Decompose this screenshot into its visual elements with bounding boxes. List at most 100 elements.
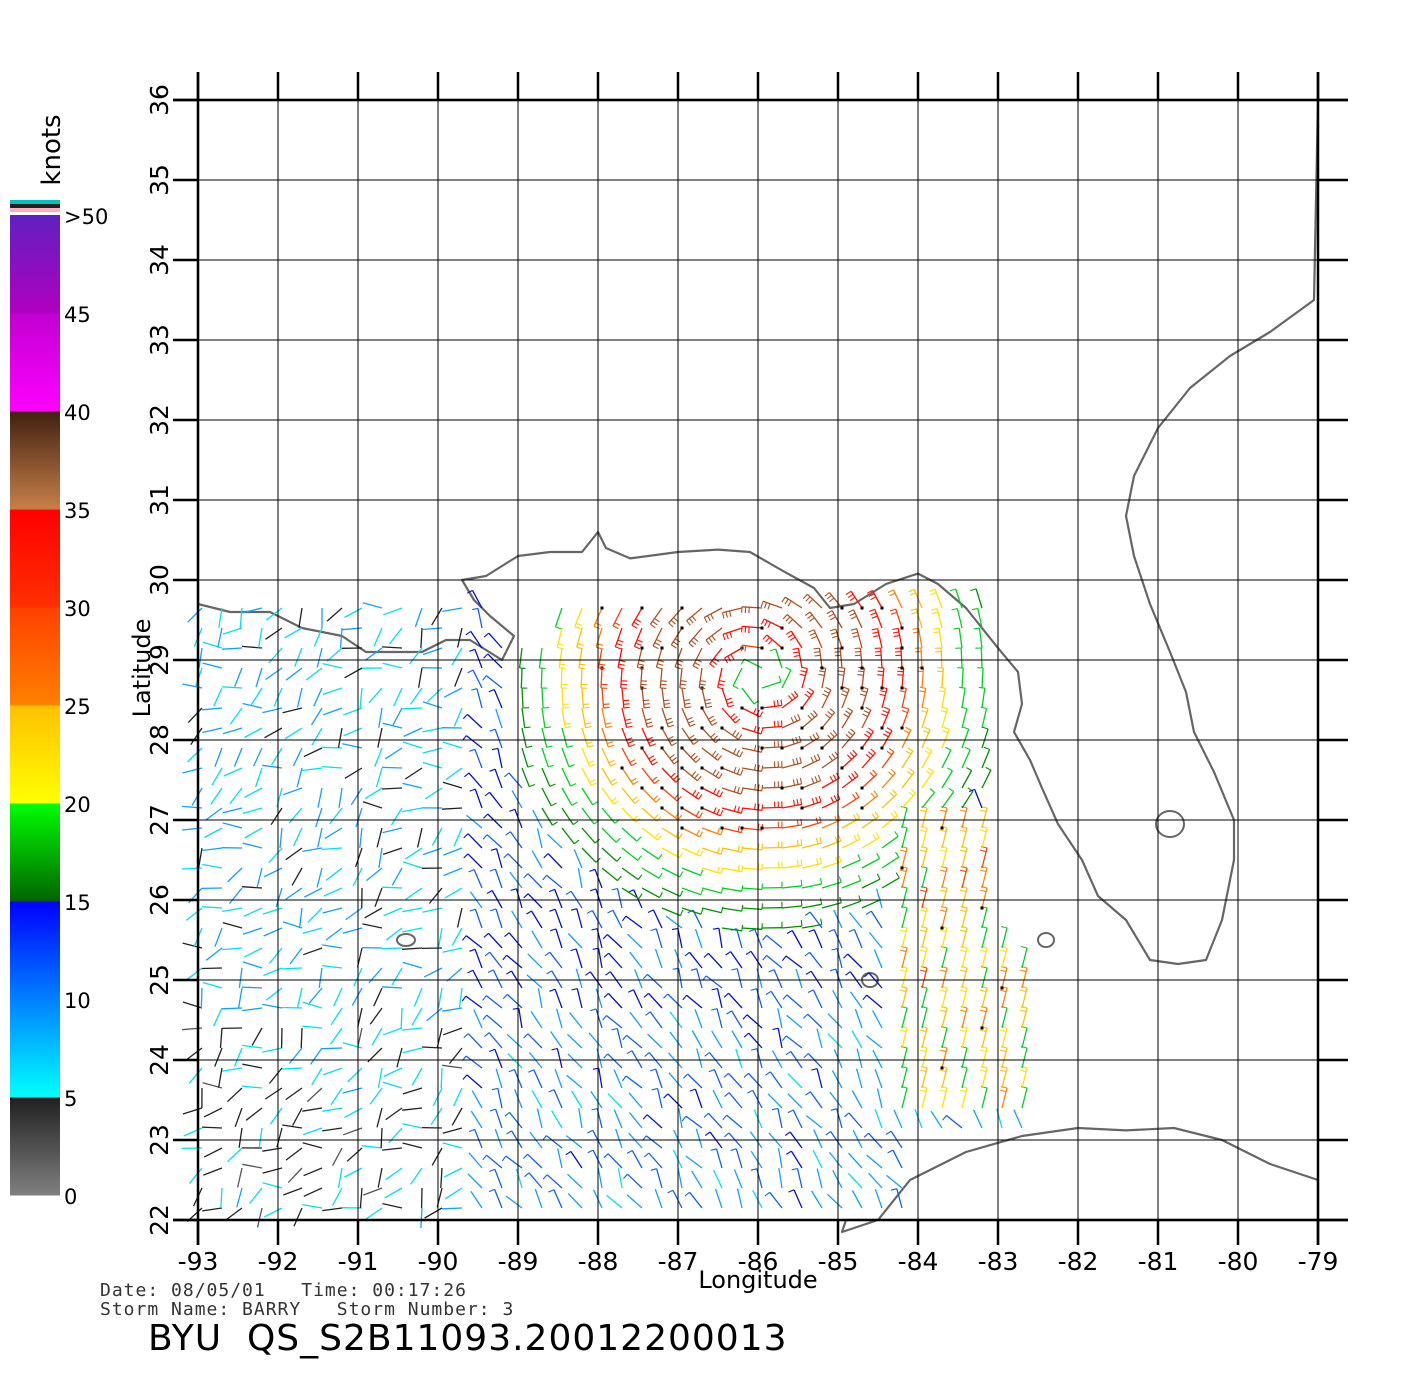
barb-feather [845,710,851,715]
barb-feather [636,639,643,643]
wind-barb [561,747,570,768]
barb-feather [544,951,551,957]
wind-barb [941,729,950,749]
rain-flag [780,746,784,750]
barb-feather [754,803,756,810]
wind-barb [440,1067,443,1089]
wind-barb [941,770,953,789]
barb-feather [523,1153,528,1159]
barb-feather [549,988,556,992]
barb-feather [548,764,555,768]
legend-tick-label: >50 [64,205,108,229]
barb-feather [667,1189,674,1194]
wind-barb [411,1007,423,1026]
wind-barb [302,947,323,956]
barb-feather [919,849,927,853]
barb-feather [853,814,857,821]
barb-feather [979,869,987,873]
barb-feather [638,893,643,900]
barb-feather [899,969,907,973]
wind-barb [641,787,657,803]
barb-feather [598,667,605,670]
wind-barb [541,687,544,709]
barb-feather [667,721,674,725]
wind-barb [382,722,403,729]
barb-feather [732,748,737,754]
barb-feather [577,643,584,646]
barb-feather [825,713,831,719]
wind-barb [242,807,263,815]
wind-barb [811,1190,823,1209]
barb-feather [685,706,692,709]
barb-feather [684,951,690,957]
barb-feather [548,1089,555,1093]
barb-feather [817,774,822,781]
barb-feather [921,710,928,713]
wind-barb [262,764,283,769]
wind-barb [861,709,872,729]
barb-feather [605,971,611,976]
barb-feather [982,726,989,730]
wind-barb [472,669,483,689]
wind-barb [222,907,243,913]
wind-barb [721,727,739,740]
barb-feather [893,810,898,816]
barb-feather [638,659,645,663]
wind-barb [321,1047,343,1050]
wind-barb [330,1087,343,1106]
wind-barb [382,607,403,616]
barb-feather [790,716,795,723]
rain-flag [660,726,664,730]
wind-barb [442,947,463,953]
barb-feather [830,616,836,621]
wind-barb [292,747,303,767]
barb-feather [943,726,950,730]
barb-feather [583,706,590,709]
barb-feather [897,670,904,673]
barb-feather [616,856,622,862]
barb-feather [819,837,822,844]
wind-barb [766,954,783,969]
wind-barb [282,787,303,796]
rain-flag [800,786,804,790]
barb-feather [711,750,717,757]
wind-barb [901,771,915,789]
barb-feather [704,1052,710,1057]
wind-barb [861,837,880,849]
wind-barb [787,1073,803,1089]
barb-feather [667,735,674,740]
wind-barb [761,725,782,729]
barb-feather [668,724,675,728]
wind-barb [841,838,861,849]
wind-barb [786,614,803,629]
wind-barb [839,648,843,669]
barb-feather [719,679,726,683]
wind-barb [681,907,702,915]
barb-feather [490,908,497,912]
barb-feather [811,635,818,640]
wind-barb [770,990,783,1009]
barb-feather [648,755,655,760]
wind-barb [601,807,616,824]
barb-feather [488,1188,495,1193]
barb-feather [692,665,699,670]
rain-flag [900,626,904,630]
wind-barb [981,667,984,689]
wind-barb [748,1072,763,1089]
barb-feather [889,792,895,798]
barb-feather [637,666,644,670]
barb-feather [732,715,738,721]
wind-barb [265,627,283,640]
barb-feather [579,663,586,666]
wind-barb [961,728,970,749]
wind-barb [841,796,860,809]
wind-barb [874,1068,883,1089]
barb-feather [733,786,737,793]
barb-feather [979,989,987,993]
rain-flag [660,786,664,790]
wind-barb [550,1031,563,1049]
wind-barb [961,708,968,729]
barb-feather [890,812,896,818]
wind-barb [941,947,948,969]
legend-tick-label: 5 [64,1087,77,1111]
